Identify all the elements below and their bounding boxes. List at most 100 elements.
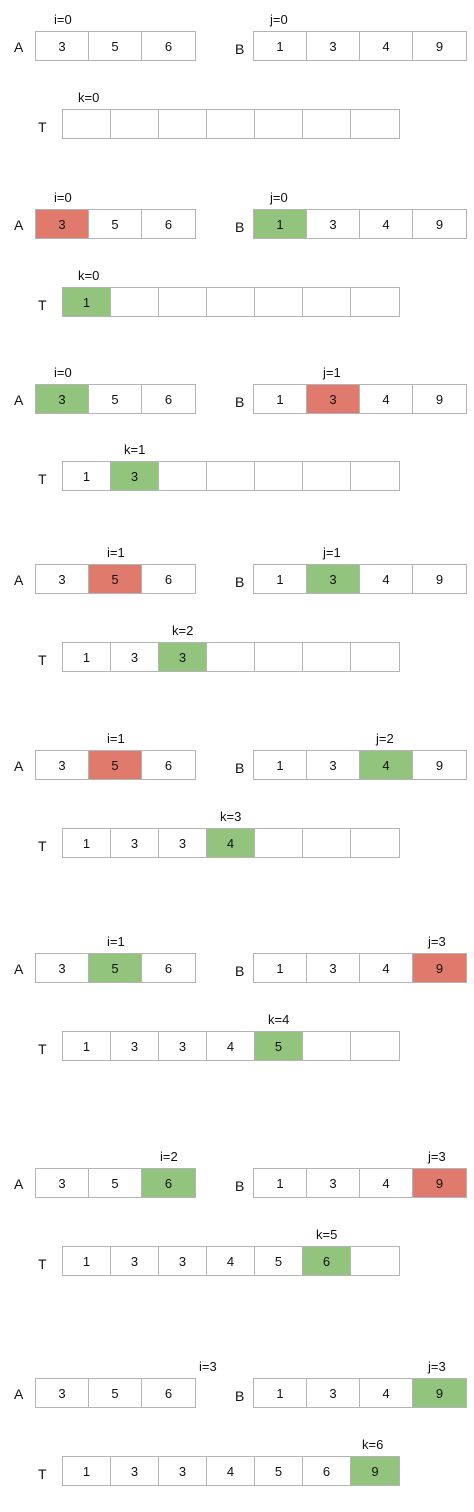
array-a-cell: 6 xyxy=(164,1385,173,1401)
array-a-cell: 5 xyxy=(89,565,142,593)
pointer-j: j=0 xyxy=(270,12,288,27)
array-t-cell xyxy=(255,462,303,490)
array-a-cell: 5 xyxy=(89,751,142,779)
array-t-cell: 3 xyxy=(111,462,159,490)
array-label-t: T xyxy=(38,838,47,854)
array-t-cell xyxy=(303,110,351,138)
array-b-cell: 3 xyxy=(307,1169,360,1197)
pointer-k: k=5 xyxy=(316,1227,338,1242)
array-b-cell: 9 xyxy=(413,954,466,982)
array-t-cell xyxy=(303,1032,351,1060)
array-b-cell: 4 xyxy=(360,385,413,413)
array-b-cell: 3 xyxy=(307,954,360,982)
array-a-cell: 3 xyxy=(36,385,89,413)
array-label-a: A xyxy=(14,217,24,233)
array-a-cell: 5 xyxy=(89,954,142,982)
array-a-cell: 6 xyxy=(164,960,173,976)
array-a-cell: 6 xyxy=(164,38,173,54)
array-t-cell: 6 xyxy=(303,1247,351,1275)
array-t-cell: 1 xyxy=(63,1247,111,1275)
pointer-k: k=6 xyxy=(362,1437,384,1452)
array-t-cell: 1 xyxy=(63,288,111,316)
array-b-cell: 3 xyxy=(307,210,360,238)
array-t-cell xyxy=(63,110,111,138)
array-a-cell: 5 xyxy=(89,1169,142,1197)
array-b-cell: 1 xyxy=(254,1379,307,1407)
array-label-b: B xyxy=(235,1388,245,1404)
array-t-cell: 3 xyxy=(111,1032,159,1060)
array-b-cell: 4 xyxy=(360,1379,413,1407)
array-t xyxy=(62,109,400,139)
pointer-i: i=1 xyxy=(107,545,125,560)
array-t-cell xyxy=(111,110,159,138)
array-label-a: A xyxy=(14,758,24,774)
array-t-cell: 4 xyxy=(207,1247,255,1275)
pointer-k: k=4 xyxy=(268,1012,290,1027)
array-a-cell: 6 xyxy=(142,1169,195,1197)
array-label-t: T xyxy=(38,1466,47,1482)
pointer-j: j=3 xyxy=(428,1359,446,1374)
array-b-cell: 9 xyxy=(413,1169,466,1197)
array-a-cell: 3 xyxy=(36,565,89,593)
pointer-k: k=3 xyxy=(220,809,242,824)
array-t: 1 xyxy=(62,287,400,317)
array-t-cell: 3 xyxy=(159,1457,207,1485)
array-label-a: A xyxy=(14,39,24,55)
array-label-b: B xyxy=(235,963,245,979)
array-label-a: A xyxy=(14,1386,24,1402)
array-t-cell: 4 xyxy=(207,1032,255,1060)
array-t-cell xyxy=(207,462,255,490)
array-t-cell: 4 xyxy=(207,1457,255,1485)
array-t-cell xyxy=(207,643,255,671)
array-a-cell: 6 xyxy=(164,391,173,407)
array-t-cell xyxy=(351,288,399,316)
array-a-cell: 6 xyxy=(164,571,173,587)
array-label-b: B xyxy=(235,760,245,776)
array-t-cell: 3 xyxy=(111,1247,159,1275)
array-t-cell xyxy=(159,462,207,490)
array-label-t: T xyxy=(38,1041,47,1057)
array-t-cell xyxy=(255,643,303,671)
array-label-t: T xyxy=(38,471,47,487)
array-a-cell: 3 xyxy=(36,210,89,238)
array-t-cell: 3 xyxy=(159,1247,207,1275)
pointer-k: k=0 xyxy=(78,268,100,283)
array-t-cell: 1 xyxy=(63,462,111,490)
array-label-b: B xyxy=(235,41,245,57)
pointer-i: i=1 xyxy=(107,731,125,746)
pointer-k: k=2 xyxy=(172,623,194,638)
array-b-cell: 1 xyxy=(254,751,307,779)
array-t-cell xyxy=(351,1247,399,1275)
array-t-cell: 3 xyxy=(159,829,207,857)
array-b-cell: 4 xyxy=(360,565,413,593)
array-label-b: B xyxy=(235,1178,245,1194)
pointer-k: k=0 xyxy=(78,90,100,105)
array-t-cell xyxy=(111,288,159,316)
pointer-k: k=1 xyxy=(124,442,146,457)
array-label-a: A xyxy=(14,572,24,588)
array-t-cell xyxy=(159,288,207,316)
pointer-i: i=2 xyxy=(160,1149,178,1164)
array-b-cell: 9 xyxy=(435,38,444,54)
array-a-cell: 5 xyxy=(89,210,142,238)
pointer-j: j=0 xyxy=(270,190,288,205)
array-label-b: B xyxy=(235,219,245,235)
array-t-cell: 1 xyxy=(63,1032,111,1060)
pointer-i: i=1 xyxy=(107,934,125,949)
array-t-cell xyxy=(303,829,351,857)
array-a-cell: 6 xyxy=(164,757,173,773)
array-t-cell xyxy=(159,110,207,138)
array-t-cell: 5 xyxy=(255,1247,303,1275)
array-t-cell: 3 xyxy=(159,1032,207,1060)
